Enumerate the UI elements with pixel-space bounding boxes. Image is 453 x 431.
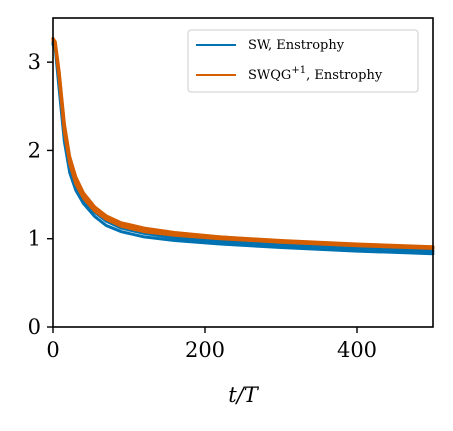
x-axis-label: t/T	[228, 383, 260, 407]
x-tick-label: 0	[46, 338, 59, 362]
y-tick-label: 1	[28, 227, 41, 251]
legend-label-swqg-sup: +1	[291, 65, 306, 76]
legend-label-swqg-rest: , Enstrophy	[306, 68, 383, 83]
y-tick-label: 0	[28, 315, 41, 339]
swqg-enstrophy-line-4	[51, 37, 435, 249]
x-tick-label: 400	[337, 338, 377, 362]
y-tick-label: 3	[28, 50, 41, 74]
y-tick-label: 2	[28, 138, 41, 162]
legend-label-swqg: SWQG+1, Enstrophy	[248, 65, 383, 83]
plot-frame	[52, 17, 434, 328]
legend: SW, Enstrophy SWQG+1, Enstrophy	[187, 29, 419, 93]
legend-label-sw: SW, Enstrophy	[248, 38, 345, 53]
ticks-layer: 0 200 400 0 1 2 3	[28, 50, 377, 362]
legend-box	[187, 29, 419, 93]
x-tick-label: 200	[185, 338, 225, 362]
legend-label-swqg-base: SWQG	[248, 68, 291, 83]
plot-area	[51, 36, 435, 256]
